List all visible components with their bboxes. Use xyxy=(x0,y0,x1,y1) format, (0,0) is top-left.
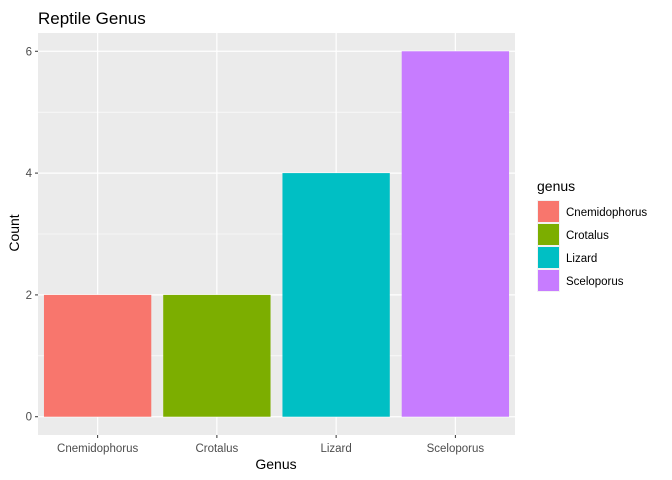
x-tick-label: Sceloporus xyxy=(427,443,485,455)
legend-label: Lizard xyxy=(566,253,597,265)
bars xyxy=(43,51,510,417)
x-tick-label: Lizard xyxy=(320,443,351,455)
legend: genus Cnemidophorus Crotalus Lizard Scelopo… xyxy=(537,178,647,292)
legend-swatch-cnemidophorus xyxy=(538,201,559,222)
bar-crotalus xyxy=(163,294,271,417)
bar-cnemidophorus xyxy=(43,294,152,417)
x-axis-ticks: Cnemidophorus Crotalus Lizard Sceloporus xyxy=(57,435,484,455)
legend-title: genus xyxy=(537,178,575,194)
legend-swatch-lizard xyxy=(538,247,559,268)
y-tick-label: 4 xyxy=(26,168,33,180)
y-axis-title: Count xyxy=(6,214,22,251)
legend-label: Cnemidophorus xyxy=(566,207,647,219)
y-tick-label: 2 xyxy=(26,290,32,302)
y-tick-label: 6 xyxy=(26,46,32,58)
legend-label: Crotalus xyxy=(566,230,609,242)
y-tick-label: 0 xyxy=(26,412,32,424)
bar-lizard xyxy=(282,173,390,417)
legend-label: Sceloporus xyxy=(566,276,624,288)
legend-swatch-crotalus xyxy=(538,224,559,245)
legend-swatch-sceloporus xyxy=(538,270,559,291)
bar-sceloporus xyxy=(401,51,510,417)
y-axis-ticks: 0 2 4 6 xyxy=(26,46,38,424)
x-tick-label: Crotalus xyxy=(195,443,238,455)
x-axis-title: Genus xyxy=(255,456,296,472)
x-tick-label: Cnemidophorus xyxy=(57,443,138,455)
chart-title: Reptile Genus xyxy=(38,9,146,28)
